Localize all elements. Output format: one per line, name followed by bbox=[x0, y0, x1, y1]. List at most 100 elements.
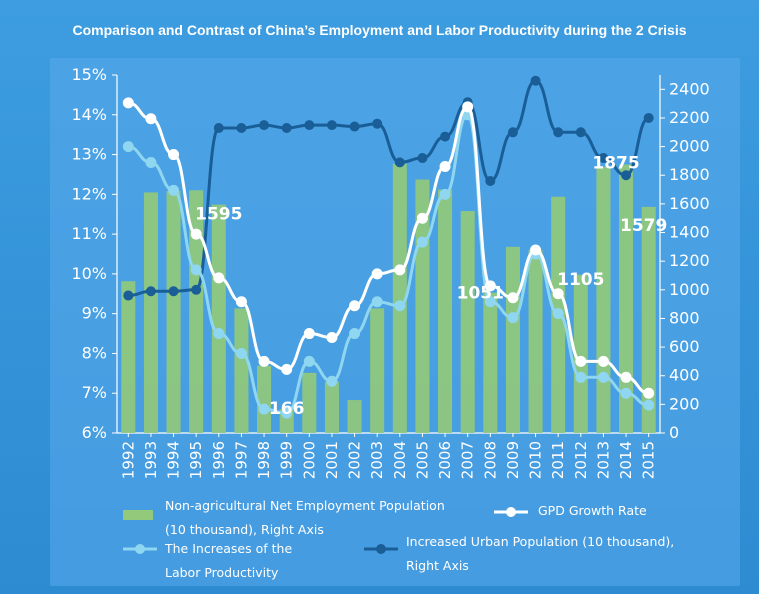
right-tick-label: 1600 bbox=[669, 194, 710, 213]
bar-2002 bbox=[347, 400, 362, 433]
gdp-point-1992 bbox=[122, 97, 134, 109]
left-tick-label: 6% bbox=[82, 423, 107, 442]
x-tick-label-1992: 1992 bbox=[119, 441, 137, 479]
right-tick-label: 1400 bbox=[669, 223, 710, 242]
gdp-point-2001 bbox=[326, 332, 338, 344]
bar-1995 bbox=[189, 190, 204, 433]
labor-point-2009 bbox=[507, 312, 519, 324]
right-tick-label: 2000 bbox=[669, 137, 710, 156]
bar-2009 bbox=[505, 246, 520, 433]
right-tick-label: 2400 bbox=[669, 79, 710, 98]
x-tick-label-1997: 1997 bbox=[232, 441, 250, 479]
labor-point-2000 bbox=[303, 355, 315, 367]
data-label-1999: 166 bbox=[269, 399, 305, 419]
gdp-point-2000 bbox=[303, 328, 315, 340]
labor-point-2002 bbox=[349, 328, 361, 340]
data-label-2012: 1105 bbox=[557, 270, 604, 290]
labor-point-2011 bbox=[552, 308, 564, 320]
bar-2001 bbox=[324, 381, 339, 433]
x-tick-label-1996: 1996 bbox=[210, 441, 228, 479]
gdp-point-2006 bbox=[439, 160, 451, 172]
labor-point-1998 bbox=[258, 403, 270, 415]
right-tick-label: 2200 bbox=[669, 108, 710, 127]
labor-point-1996 bbox=[213, 328, 225, 340]
x-tick-label-2002: 2002 bbox=[346, 441, 364, 479]
legend-labor-line1: The Increases of the bbox=[165, 541, 293, 556]
gdp-point-2014 bbox=[620, 371, 632, 383]
x-tick-label-1995: 1995 bbox=[187, 441, 205, 479]
x-tick-label-2003: 2003 bbox=[368, 441, 386, 479]
gdp-point-1993 bbox=[145, 113, 157, 125]
urban-point-2015 bbox=[643, 112, 654, 123]
legend-urban-text: Increased Urban Population (10 thousand)… bbox=[406, 530, 706, 578]
legend-labor-line2: Labor Productivity bbox=[165, 565, 279, 580]
bar-2008 bbox=[483, 292, 498, 433]
legend-labor-text: The Increases of the Labor Productivity bbox=[165, 537, 315, 585]
x-tick-label-2004: 2004 bbox=[391, 441, 409, 479]
left-tick-label: 12% bbox=[71, 184, 107, 203]
legend-urban-marker bbox=[376, 544, 386, 554]
x-tick-label-2015: 2015 bbox=[640, 441, 658, 479]
urban-point-1996 bbox=[213, 122, 224, 133]
gdp-point-2013 bbox=[597, 355, 609, 367]
urban-point-1993 bbox=[145, 286, 156, 297]
bar-1997 bbox=[234, 308, 249, 433]
legend-gdp-marker bbox=[506, 507, 516, 517]
bar-2007 bbox=[460, 211, 475, 433]
labor-point-1992 bbox=[122, 141, 134, 153]
data-label-1996: 1595 bbox=[195, 205, 242, 225]
right-tick-label: 200 bbox=[669, 394, 700, 413]
labor-point-2012 bbox=[575, 371, 587, 383]
legend-labor-marker bbox=[135, 544, 145, 554]
urban-point-2012 bbox=[575, 127, 586, 138]
urban-point-1998 bbox=[259, 120, 270, 131]
left-tick-label: 11% bbox=[71, 224, 107, 243]
x-tick-label-1999: 1999 bbox=[278, 441, 296, 479]
bar-2012 bbox=[573, 274, 588, 433]
bar-2004 bbox=[392, 163, 407, 433]
x-tick-label-2011: 2011 bbox=[549, 441, 567, 479]
bar-1993 bbox=[143, 192, 158, 433]
urban-point-1999 bbox=[281, 122, 292, 133]
right-tick-label: 1000 bbox=[669, 280, 710, 299]
legend-bar-text: Non-agricultural Net Employment Populati… bbox=[165, 494, 465, 542]
urban-line bbox=[128, 79, 650, 298]
gdp-point-2007 bbox=[462, 101, 474, 113]
x-tick-label-2014: 2014 bbox=[617, 441, 635, 479]
legend-gdp-text: GPD Growth Rate bbox=[538, 499, 647, 523]
right-tick-label: 0 bbox=[669, 423, 679, 442]
bar-2006 bbox=[438, 189, 453, 433]
legend-gdp-line1: GPD Growth Rate bbox=[538, 503, 647, 518]
urban-point-2000 bbox=[304, 120, 315, 131]
gdp-point-2010 bbox=[530, 244, 542, 256]
data-label-2015: 1579 bbox=[620, 216, 667, 236]
bar-1996 bbox=[211, 204, 226, 433]
gdp-point-1996 bbox=[213, 272, 225, 284]
x-tick-label-2008: 2008 bbox=[481, 441, 499, 479]
left-tick-label: 15% bbox=[71, 65, 107, 84]
labor-point-2001 bbox=[326, 375, 338, 387]
labor-point-2014 bbox=[620, 387, 632, 399]
urban-point-2004 bbox=[394, 157, 405, 168]
left-tick-label: 14% bbox=[71, 105, 107, 124]
left-tick-label: 7% bbox=[82, 383, 107, 402]
x-tick-label-1994: 1994 bbox=[165, 441, 183, 479]
right-tick-label: 1200 bbox=[669, 251, 710, 270]
labor-point-1997 bbox=[235, 347, 247, 359]
data-label-2008: 1051 bbox=[457, 284, 504, 304]
urban-point-2008 bbox=[485, 175, 496, 186]
x-tick-label-2000: 2000 bbox=[300, 441, 318, 479]
urban-point-2009 bbox=[507, 127, 518, 138]
left-tick-label: 13% bbox=[71, 145, 107, 164]
gdp-point-2008 bbox=[484, 280, 496, 292]
legend-urban-line2: Right Axis bbox=[406, 558, 469, 573]
chart-title: Comparison and Contrast of China’s Emplo… bbox=[72, 22, 687, 38]
labor-point-2015 bbox=[643, 399, 655, 411]
legend-bar-swatch bbox=[123, 510, 153, 520]
bar-1992 bbox=[121, 281, 136, 433]
x-tick-label-2001: 2001 bbox=[323, 441, 341, 479]
legend-urban-line1: Increased Urban Population (10 thousand)… bbox=[406, 534, 675, 549]
urban-point-2003 bbox=[372, 118, 383, 129]
right-tick-label: 600 bbox=[669, 337, 700, 356]
